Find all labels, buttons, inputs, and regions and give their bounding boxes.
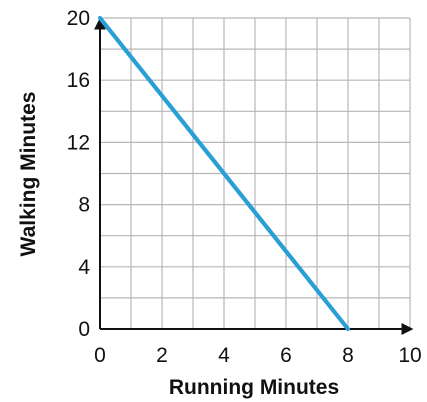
x-axis-title: Running Minutes xyxy=(169,376,339,399)
x-tick-labels: 0 2 4 6 8 10 xyxy=(94,344,422,367)
x-tick-label: 10 xyxy=(398,344,421,367)
y-axis-title: Walking Minutes xyxy=(17,92,40,257)
y-tick-label: 0 xyxy=(78,318,90,341)
x-tick-label: 6 xyxy=(280,344,292,367)
x-tick-label: 8 xyxy=(342,344,354,367)
grid xyxy=(99,17,411,330)
x-tick-label: 0 xyxy=(94,344,106,367)
y-tick-label: 8 xyxy=(78,194,90,217)
y-tick-label: 16 xyxy=(67,69,90,92)
series-layer xyxy=(97,15,351,332)
series-line xyxy=(97,15,351,332)
y-tick-label: 12 xyxy=(67,131,90,154)
x-tick-label: 2 xyxy=(156,344,168,367)
y-tick-label: 4 xyxy=(78,256,90,279)
axes xyxy=(94,17,414,335)
y-tick-label: 20 xyxy=(67,7,90,30)
y-tick-labels: 0 4 8 12 16 20 xyxy=(67,7,91,341)
x-tick-label: 4 xyxy=(218,344,230,367)
